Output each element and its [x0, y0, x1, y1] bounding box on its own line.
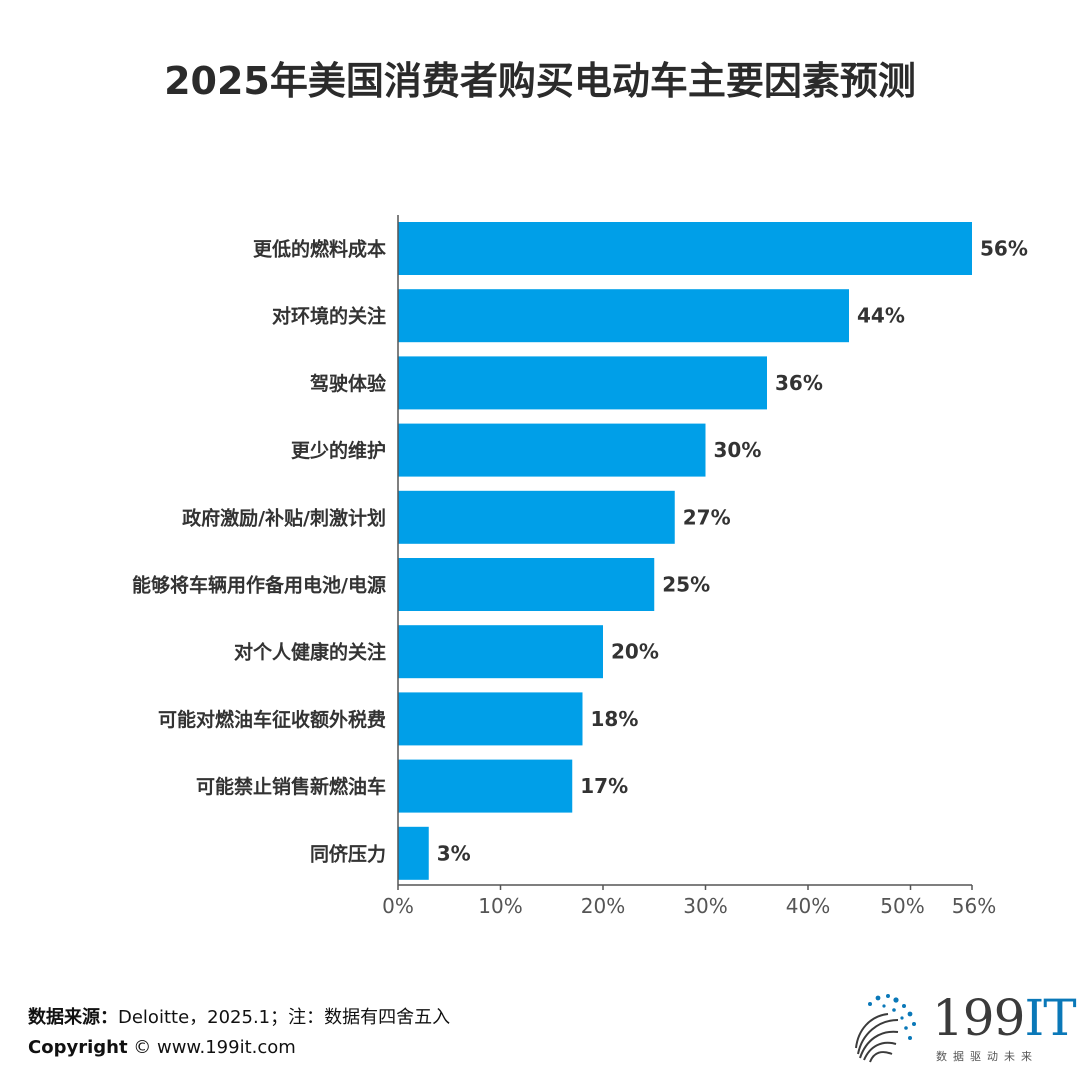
- copyright-note: Copyright © www.199it.com: [28, 1037, 296, 1058]
- category-label-10: 同侪压力: [310, 842, 386, 865]
- category-label-7: 对个人健康的关注: [234, 641, 386, 664]
- category-label-6: 能够将车辆用作备用电池/电源: [132, 574, 386, 597]
- bar-2: [398, 289, 849, 343]
- value-label-10: 3%: [437, 841, 471, 865]
- bar-10: [398, 826, 429, 880]
- bar-6: [398, 558, 655, 611]
- value-label-1: 56%: [980, 237, 1028, 261]
- value-label-4: 30%: [714, 438, 762, 462]
- labels-layer: 更低的燃料成本 56% 对环境的关注 44% 驾驶体验 36% 更少的维护 30% 政府激励/补…: [132, 237, 1028, 866]
- category-label-2: 对环境的关注: [272, 305, 386, 328]
- bars-layer: [398, 222, 972, 880]
- chart-title: 2025年美国消费者购买电动车主要因素预测: [164, 59, 916, 103]
- x-tick-label-2: 10%: [478, 894, 522, 918]
- copyright-text: © www.199it.com: [127, 1037, 296, 1058]
- category-label-5: 政府激励/补贴/刺激计划: [182, 506, 386, 529]
- logo-wordmark: 199IT: [932, 989, 1077, 1047]
- category-label-3: 驾驶体验: [310, 372, 387, 395]
- x-tick-label-3: 20%: [581, 894, 625, 918]
- logo-number: 199: [932, 989, 1025, 1047]
- category-label-1: 更低的燃料成本: [253, 238, 386, 261]
- data-source-text: Deloitte，2025.1；注：数据有四舍五入: [118, 1007, 451, 1028]
- category-label-8: 可能对燃油车征收额外税费: [158, 708, 386, 731]
- x-tick-label-7: 56%: [952, 894, 996, 918]
- bar-4: [398, 423, 706, 477]
- bar-7: [398, 625, 603, 679]
- bar-1: [398, 222, 972, 275]
- value-label-5: 27%: [683, 505, 731, 529]
- axes-layer: 0% 10% 20% 30% 40% 50% 56%: [382, 215, 996, 918]
- value-label-9: 17%: [580, 774, 628, 798]
- category-label-9: 可能禁止销售新燃油车: [196, 775, 386, 798]
- x-tick-label-4: 30%: [683, 894, 727, 918]
- value-label-3: 36%: [775, 371, 823, 395]
- copyright-label: Copyright: [28, 1037, 128, 1058]
- logo-suffix: IT: [1024, 989, 1076, 1047]
- x-tick-label-5: 40%: [786, 894, 830, 918]
- value-label-2: 44%: [857, 304, 905, 328]
- x-tick-label-1: 0%: [382, 894, 414, 918]
- bar-chart: 0% 10% 20% 30% 40% 50% 56% 更低的燃料成本 56% 对环境的关注 44%…: [132, 215, 1028, 918]
- logo-tagline: 数据驱动未来: [936, 1050, 1038, 1063]
- brand-logo: 199IT 数据驱动未来: [848, 990, 1077, 1066]
- dot-globe-icon: [855, 994, 916, 1063]
- data-source-label: 数据来源：: [28, 1007, 118, 1028]
- x-tick-label-6: 50%: [880, 894, 924, 918]
- value-label-6: 25%: [662, 573, 710, 597]
- bar-8: [398, 692, 583, 746]
- value-label-8: 18%: [591, 707, 639, 731]
- bar-5: [398, 490, 675, 544]
- value-label-7: 20%: [611, 640, 659, 664]
- bar-9: [398, 759, 573, 813]
- data-source-note: 数据来源：Deloitte，2025.1；注：数据有四舍五入: [28, 1003, 450, 1029]
- bar-3: [398, 356, 767, 410]
- category-label-4: 更少的维护: [291, 439, 386, 462]
